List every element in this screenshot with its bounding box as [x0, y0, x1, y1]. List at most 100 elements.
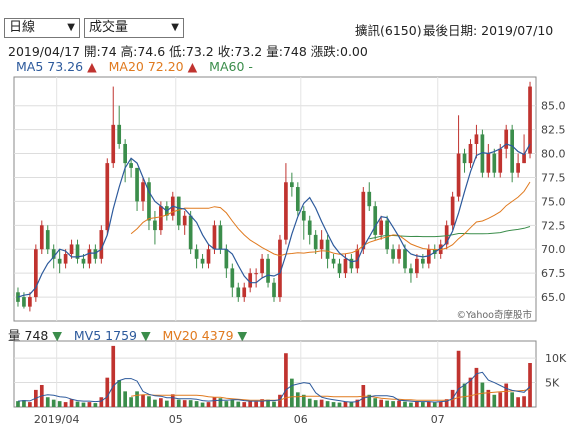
- volume-bar: [462, 383, 467, 407]
- candle-body: [141, 182, 145, 202]
- candle-body: [51, 249, 56, 259]
- ma5-line: [17, 143, 531, 298]
- candle-body: [516, 163, 520, 173]
- volume-bar: [135, 391, 139, 407]
- vol-value: 748: [24, 328, 49, 343]
- arrow-down-icon: ▼: [140, 328, 151, 343]
- mv5-label: MV5: [73, 328, 102, 343]
- candle-body: [69, 244, 74, 255]
- candle-body: [93, 249, 98, 259]
- candle-body: [200, 258, 205, 264]
- candle-body: [266, 258, 270, 283]
- volume-bar: [337, 402, 342, 407]
- ma20-label: MA20: [108, 59, 144, 74]
- volume-bar: [409, 402, 413, 407]
- volume-bar: [504, 383, 509, 407]
- volume-bar: [498, 392, 503, 407]
- candle-body: [474, 134, 479, 144]
- volume-bar: [170, 394, 175, 407]
- candle-body: [254, 273, 258, 275]
- candles: [16, 81, 532, 312]
- watermark: ©Yahoo奇摩股市: [457, 309, 533, 321]
- volume-bar: [99, 397, 104, 407]
- volume-bar: [75, 401, 80, 407]
- volume-bar: [278, 394, 282, 407]
- price-tick-label: 75.0: [541, 195, 566, 208]
- volume-bar: [224, 401, 229, 407]
- volume-bar: [385, 400, 389, 407]
- candle-body: [248, 273, 253, 288]
- volume-bar: [301, 394, 306, 407]
- candle-body: [284, 182, 288, 240]
- volume-bar: [218, 398, 223, 407]
- candle-body: [325, 239, 330, 259]
- volume-bar: [438, 401, 443, 407]
- candle-body: [111, 124, 116, 164]
- candle-body: [206, 249, 211, 264]
- candle-body: [22, 297, 26, 307]
- candle-body: [510, 129, 515, 173]
- ma20-line: [130, 181, 531, 257]
- price-tick-label: 65.0: [541, 291, 566, 304]
- volume-bar: [290, 378, 294, 407]
- volume-bar: [188, 400, 193, 407]
- candle-body: [498, 148, 503, 173]
- candle-body: [343, 258, 348, 274]
- volume-bar: [403, 401, 407, 407]
- candle-body: [153, 220, 157, 231]
- volume-bar: [57, 401, 62, 407]
- price-tick-label: 67.5: [541, 267, 566, 280]
- volume-bar: [522, 396, 526, 407]
- candle-body: [307, 220, 312, 235]
- volume-bar: [492, 394, 497, 407]
- candle-body: [236, 287, 241, 298]
- ma20-value: 72.20: [147, 59, 184, 74]
- candle-body: [188, 215, 193, 250]
- volume-bar: [379, 399, 384, 407]
- info-high: 高:74.6: [120, 44, 166, 59]
- info-date: 2019/04/17: [8, 44, 81, 59]
- ma60-label: MA60: [209, 59, 245, 74]
- candle-body: [450, 196, 455, 226]
- candle-body: [522, 153, 526, 164]
- volume-bar: [153, 399, 157, 407]
- volume-bar: [260, 399, 264, 407]
- volume-bar: [230, 399, 235, 407]
- candle-body: [39, 225, 44, 250]
- price-tick-label: 80.0: [541, 148, 566, 161]
- candle-body: [468, 143, 473, 164]
- candle-body: [242, 287, 247, 298]
- candle-body: [230, 268, 235, 288]
- candle-body: [373, 206, 378, 235]
- candle-body: [337, 263, 342, 274]
- volume-bar: [415, 401, 419, 407]
- mv20-line: [131, 388, 531, 401]
- date-tick-label: 07: [431, 413, 445, 426]
- volume-bar: [93, 403, 98, 407]
- price-tick-label: 82.5: [541, 124, 566, 137]
- price-tick-label: 70.0: [541, 243, 566, 256]
- ma-lines: [17, 143, 531, 298]
- candle-body: [313, 234, 318, 250]
- indicator-select[interactable]: 成交量 ▼: [84, 18, 184, 38]
- volume-bar: [367, 394, 372, 407]
- candle-body: [224, 249, 229, 269]
- volume-bar: [510, 392, 515, 407]
- price-pane: [13, 76, 537, 322]
- volume-bar: [200, 402, 205, 407]
- arrow-up-icon: ▲: [87, 59, 97, 74]
- volume-bar: [266, 399, 270, 407]
- ma5-label: MA5: [16, 59, 44, 74]
- candle-body: [278, 239, 282, 298]
- period-select[interactable]: 日線 ▼: [4, 18, 80, 38]
- volume-bar: [141, 394, 145, 407]
- info-open: 開:74: [84, 44, 117, 59]
- candle-body: [81, 258, 86, 264]
- volume-bar: [331, 402, 336, 407]
- candle-body: [295, 187, 300, 211]
- volume-tick-label: 10K: [545, 352, 567, 365]
- candle-body: [16, 292, 20, 302]
- volume-bar: [468, 377, 473, 407]
- volume-bar: [343, 401, 348, 407]
